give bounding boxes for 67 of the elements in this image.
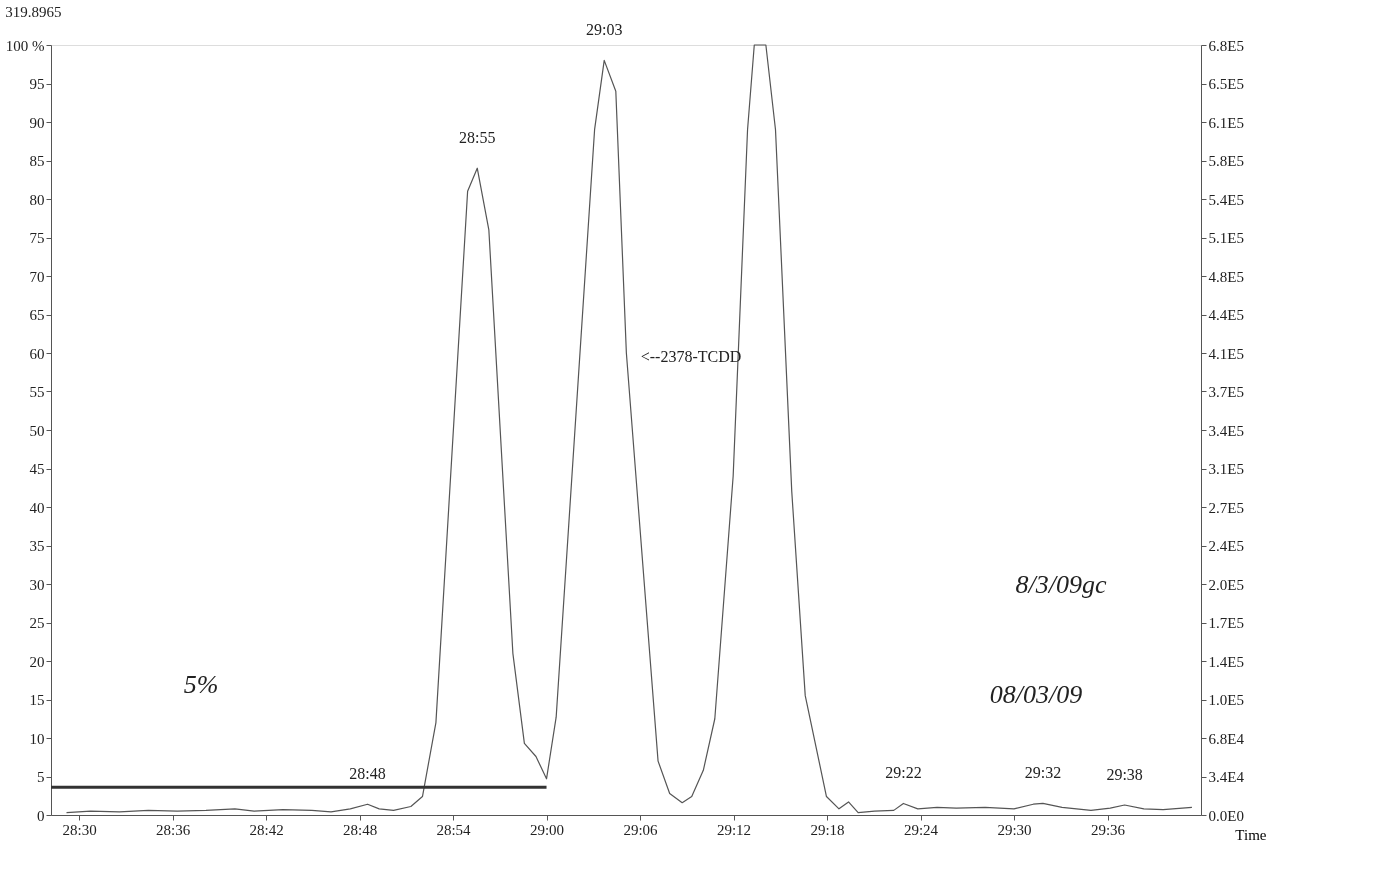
y2-tick-label: 3.4E5 <box>1208 422 1244 439</box>
y-tick-label: 70 <box>29 268 45 285</box>
annotation: 28:55 <box>459 129 496 147</box>
y2-tick-label: 2.0E5 <box>1208 576 1244 593</box>
x-tick-label: 29:00 <box>529 821 565 838</box>
y-tick-label: 75 <box>29 230 45 246</box>
y2-tick-label: 5.8E5 <box>1208 153 1244 169</box>
x-tick-label: 28:30 <box>62 821 97 838</box>
y2-tick-label: 6.8E5 <box>1208 37 1244 54</box>
y-tick-label: 40 <box>29 499 45 516</box>
y2-tick-label: 4.1E5 <box>1208 345 1244 362</box>
y-tick-label: 55 <box>29 384 45 400</box>
y2-tick-label: 1.4E5 <box>1208 653 1244 670</box>
y2-tick-label: 0.0E0 <box>1208 807 1244 824</box>
y-tick-label: 45 <box>29 461 45 477</box>
y2-tick-label: 6.5E5 <box>1208 76 1244 92</box>
y-tick-label: 60 <box>29 345 45 362</box>
y-tick-label: 85 <box>29 153 45 169</box>
annotation: 08/03/09 <box>989 680 1083 709</box>
annotation: 8/3/09gc <box>1015 570 1107 599</box>
y2-tick-label: 3.1E5 <box>1208 461 1244 477</box>
y2-tick-label: 5.1E5 <box>1208 230 1244 246</box>
y2-tick-label: 4.8E5 <box>1208 268 1244 285</box>
x-tick-label: 29:18 <box>810 821 845 838</box>
chart-title: 319.8965 <box>5 4 62 21</box>
y-tick-label: 25 <box>29 615 45 631</box>
y-tick-label: 35 <box>29 538 45 554</box>
y-tick-label: 100 % <box>5 37 45 54</box>
line-series <box>65 44 1193 814</box>
y-tick-label: 30 <box>29 576 45 593</box>
annotation: <--2378-TCDD <box>640 348 742 365</box>
y-tick-label: 15 <box>29 692 45 708</box>
y-tick-label: 80 <box>29 191 45 208</box>
y2-tick-label: 6.1E5 <box>1208 114 1244 131</box>
y-tick-label: 65 <box>29 307 45 323</box>
annotation: 29:32 <box>1024 764 1062 782</box>
x-tick-label: 28:54 <box>436 821 472 838</box>
y-tick-label: 90 <box>29 114 45 131</box>
y2-tick-label: 2.4E5 <box>1208 538 1244 554</box>
y2-tick-label: 2.7E5 <box>1208 499 1244 516</box>
x-tick-label: 28:42 <box>249 821 284 838</box>
y2-tick-label: 5.4E5 <box>1208 191 1244 208</box>
x-tick-label: 29:30 <box>997 821 1032 838</box>
x-axis-title: Time <box>1235 826 1267 843</box>
y-tick-label: 5 <box>37 769 45 785</box>
y2-tick-label: 6.8E4 <box>1208 730 1245 747</box>
y2-tick-label: 1.7E5 <box>1208 615 1244 631</box>
x-tick-label: 28:48 <box>342 821 378 838</box>
annotation: 29:38 <box>1106 765 1143 783</box>
y2-tick-label: 4.4E5 <box>1208 307 1244 323</box>
x-tick-label: 29:24 <box>903 821 939 838</box>
x-tick-label: 29:06 <box>623 821 659 838</box>
annotation: 29:03 <box>585 21 623 39</box>
y-tick-label: 50 <box>29 422 45 439</box>
y-tick-label: 20 <box>29 653 45 670</box>
y2-tick-label: 1.0E5 <box>1208 692 1244 708</box>
annotation: 29:22 <box>885 764 922 782</box>
x-tick-label: 29:12 <box>716 821 752 838</box>
y2-tick-label: 3.4E4 <box>1208 769 1245 785</box>
annotation: 5% <box>183 670 219 699</box>
y-tick-label: 95 <box>29 76 45 92</box>
x-tick-label: 29:36 <box>1090 821 1126 838</box>
y-tick-label: 10 <box>29 730 45 747</box>
annotation: 28:48 <box>349 765 386 783</box>
x-tick-label: 28:36 <box>155 821 191 838</box>
y-tick-label: 0 <box>37 807 45 824</box>
y2-tick-label: 3.7E5 <box>1208 384 1244 400</box>
